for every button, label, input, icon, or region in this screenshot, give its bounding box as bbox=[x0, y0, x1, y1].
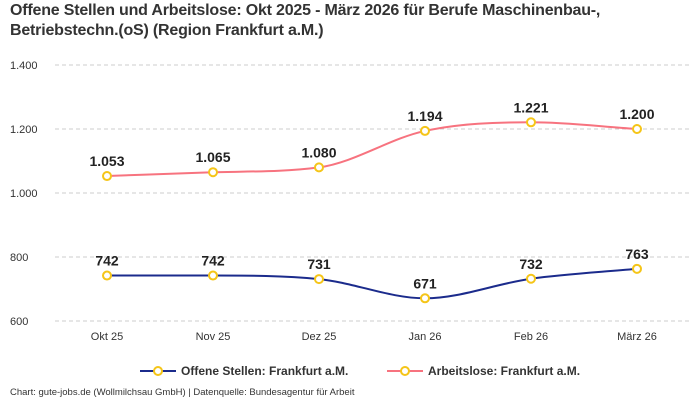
legend-marker bbox=[153, 366, 163, 376]
data-point[interactable] bbox=[314, 162, 324, 173]
x-tick-label: Jan 26 bbox=[408, 331, 441, 343]
data-point[interactable] bbox=[526, 273, 536, 284]
data-point[interactable] bbox=[208, 270, 218, 281]
data-point[interactable] bbox=[526, 117, 536, 128]
data-point[interactable] bbox=[102, 171, 112, 182]
data-point[interactable] bbox=[420, 293, 430, 304]
x-tick-label: Nov 25 bbox=[196, 331, 231, 343]
x-tick-label: Feb 26 bbox=[514, 331, 548, 343]
data-label: 671 bbox=[413, 275, 437, 291]
data-point[interactable] bbox=[208, 167, 218, 178]
data-point[interactable] bbox=[314, 274, 324, 285]
y-tick-label: 1.400 bbox=[10, 60, 38, 72]
x-tick-label: Dez 25 bbox=[302, 331, 337, 343]
data-label: 742 bbox=[95, 253, 119, 269]
chart-credit: Chart: gute-jobs.de (Wollmilchsau GmbH) … bbox=[10, 387, 355, 398]
chart-title: Offene Stellen und Arbeitslose: Okt 2025… bbox=[10, 2, 601, 39]
series-line bbox=[106, 267, 638, 300]
data-label: 1.194 bbox=[407, 108, 442, 124]
y-tick-label: 600 bbox=[10, 316, 28, 328]
data-point[interactable] bbox=[420, 125, 430, 136]
x-tick-label: Okt 25 bbox=[91, 331, 123, 343]
data-point[interactable] bbox=[102, 270, 112, 281]
data-label: 1.053 bbox=[89, 153, 124, 169]
y-tick-label: 1.000 bbox=[10, 188, 38, 200]
data-label: 763 bbox=[625, 246, 649, 262]
legend-item[interactable]: Arbeitslose: Frankfurt a.M. bbox=[428, 364, 580, 378]
data-label: 1.200 bbox=[619, 106, 654, 122]
data-label: 732 bbox=[519, 256, 543, 272]
y-tick-label: 1.200 bbox=[10, 124, 38, 136]
legend-item[interactable]: Offene Stellen: Frankfurt a.M. bbox=[181, 364, 348, 378]
data-point[interactable] bbox=[632, 263, 642, 274]
data-label: 1.221 bbox=[513, 99, 548, 115]
x-tick-label: März 26 bbox=[617, 331, 657, 343]
data-label: 1.080 bbox=[301, 144, 336, 160]
data-label: 742 bbox=[201, 253, 225, 269]
data-label: 731 bbox=[307, 256, 331, 272]
legend-marker bbox=[400, 366, 410, 376]
series-line bbox=[106, 121, 638, 178]
y-tick-label: 800 bbox=[10, 252, 28, 264]
data-label: 1.065 bbox=[195, 149, 230, 165]
data-point[interactable] bbox=[632, 124, 642, 134]
